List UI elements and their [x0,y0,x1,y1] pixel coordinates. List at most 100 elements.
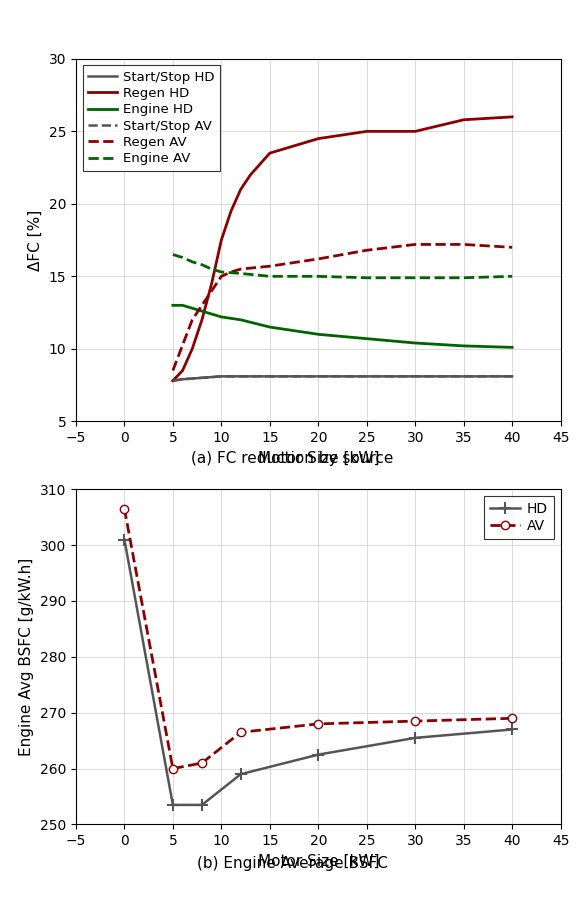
Start/Stop HD [189,373,196,384]
Line: Start/Stop HD: Start/Stop HD [173,376,512,381]
Start/Stop AV [208,371,215,382]
Engine HD [189,303,196,313]
Regen AV [509,242,516,253]
Engine AV [179,252,186,263]
Start/Stop AV [199,372,206,383]
AV [315,718,322,729]
Regen AV [199,300,206,311]
Line: Regen HD: Regen HD [173,117,512,381]
Start/Stop HD [169,375,176,386]
Line: Start/Stop AV: Start/Stop AV [173,376,512,381]
Engine HD [169,300,176,311]
Engine HD [363,333,370,344]
Engine AV [189,256,196,267]
Regen HD [237,184,244,195]
Regen HD [247,169,254,180]
AV [121,504,128,515]
Start/Stop AV [237,371,244,381]
Regen HD [218,235,225,246]
Regen HD [189,343,196,354]
Engine HD [412,338,419,349]
Engine HD [509,342,516,352]
AV [199,757,206,768]
Regen AV [189,314,196,325]
Regen HD [228,206,235,217]
Engine HD [237,314,244,325]
Regen AV [218,271,225,282]
Regen HD [266,148,273,159]
Engine AV [412,273,419,284]
Engine AV [460,273,467,284]
X-axis label: Motor Size [kW]: Motor Size [kW] [258,853,379,869]
HD [509,724,516,735]
Regen HD [315,133,322,144]
HD [412,732,419,743]
X-axis label: Motor Size [kW]: Motor Size [kW] [258,450,379,466]
Start/Stop HD [266,371,273,381]
Line: HD: HD [119,534,518,811]
Start/Stop AV [189,373,196,384]
Regen HD [412,126,419,137]
Regen HD [199,314,206,325]
Start/Stop HD [218,371,225,381]
Start/Stop HD [460,371,467,381]
Engine HD [208,309,215,320]
Start/Stop AV [315,371,322,381]
Regen AV [169,365,176,376]
Line: AV: AV [120,505,516,773]
Engine AV [237,268,244,279]
Start/Stop HD [199,372,206,383]
Engine HD [218,312,225,323]
Y-axis label: Engine Avg BSFC [g/kW.h]: Engine Avg BSFC [g/kW.h] [19,558,34,756]
AV [509,713,516,724]
Engine HD [199,305,206,316]
Legend: Start/Stop HD, Regen HD, Engine HD, Start/Stop AV, Regen AV, Engine AV: Start/Stop HD, Regen HD, Engine HD, Star… [82,65,220,170]
Engine AV [509,271,516,282]
Engine AV [208,264,215,275]
HD [237,769,244,780]
Start/Stop AV [218,371,225,381]
HD [121,535,128,545]
HD [169,799,176,810]
Text: (b) Engine Average BSFC: (b) Engine Average BSFC [197,856,387,872]
AV [169,763,176,774]
Legend: HD, AV: HD, AV [484,496,554,539]
Line: Regen AV: Regen AV [173,245,512,371]
Regen HD [363,126,370,137]
Start/Stop AV [363,371,370,381]
Start/Stop AV [169,375,176,386]
Start/Stop HD [237,371,244,381]
Start/Stop HD [179,374,186,385]
Start/Stop AV [179,374,186,385]
Start/Stop HD [315,371,322,381]
AV [412,716,419,727]
Regen HD [509,111,516,122]
Regen AV [237,264,244,275]
AV [237,727,244,737]
Regen AV [228,266,235,277]
Engine AV [363,273,370,284]
Engine AV [169,249,176,260]
Regen AV [363,245,370,255]
Regen HD [179,365,186,376]
Regen HD [208,278,215,289]
Start/Stop AV [460,371,467,381]
Start/Stop HD [208,371,215,382]
Regen HD [169,375,176,386]
Regen HD [460,114,467,125]
HD [199,799,206,810]
Start/Stop HD [363,371,370,381]
HD [315,749,322,760]
Regen AV [208,285,215,296]
Start/Stop AV [266,371,273,381]
Start/Stop HD [412,371,419,381]
Regen AV [460,239,467,250]
Engine AV [315,271,322,282]
Regen AV [266,261,273,272]
Y-axis label: ΔFC [%]: ΔFC [%] [28,209,43,271]
Engine HD [179,300,186,311]
Start/Stop AV [412,371,419,381]
Engine AV [266,271,273,282]
Text: (a) FC reduction by source: (a) FC reduction by source [191,451,393,467]
Line: Engine HD: Engine HD [173,305,512,347]
